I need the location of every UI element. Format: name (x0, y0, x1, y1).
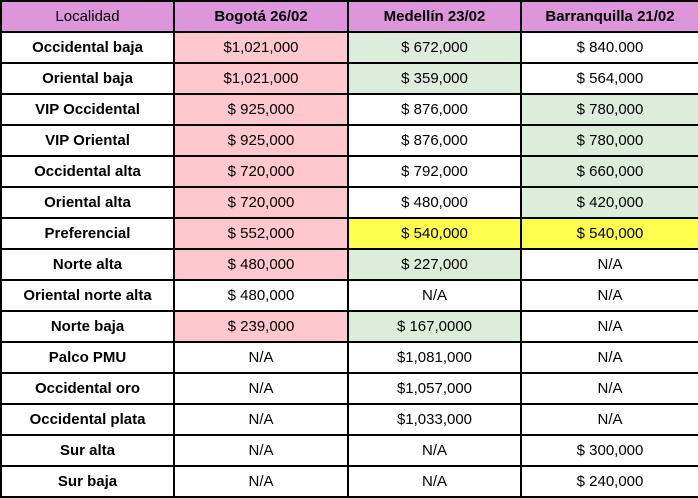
price-cell-barranquilla: $ 540,000 (520, 217, 698, 250)
price-cell-medellin: $ 792,000 (347, 155, 522, 188)
price-cell-barranquilla: $ 300,000 (520, 434, 698, 467)
price-cell-medellin: $1,033,000 (347, 403, 522, 436)
locality-cell: Sur baja (0, 465, 175, 498)
price-cell-barranquilla: $ 840.000 (520, 31, 698, 64)
table-row: Oriental baja $1,021,000 $ 359,000 $ 564… (0, 62, 698, 95)
table-row: Occidental baja $1,021,000 $ 672,000 $ 8… (0, 31, 698, 64)
price-cell-barranquilla: N/A (520, 372, 698, 405)
price-cell-barranquilla: $ 240,000 (520, 465, 698, 498)
price-cell-barranquilla: N/A (520, 341, 698, 374)
price-cell-bogota: N/A (173, 341, 349, 374)
price-cell-medellin: $ 672,000 (347, 31, 522, 64)
locality-cell: VIP Oriental (0, 124, 175, 157)
price-cell-bogota: $ 925,000 (173, 124, 349, 157)
price-cell-medellin: N/A (347, 465, 522, 498)
price-cell-medellin: $ 167,0000 (347, 310, 522, 343)
price-cell-bogota: N/A (173, 465, 349, 498)
price-cell-bogota: N/A (173, 372, 349, 405)
table-row: Occidental oro N/A $1,057,000 N/A (0, 372, 698, 405)
price-cell-bogota: $ 480,000 (173, 279, 349, 312)
price-cell-medellin: $1,057,000 (347, 372, 522, 405)
locality-cell: Oriental alta (0, 186, 175, 219)
price-cell-medellin: $ 359,000 (347, 62, 522, 95)
table-row: Occidental plata N/A $1,033,000 N/A (0, 403, 698, 436)
price-cell-bogota: $ 239,000 (173, 310, 349, 343)
locality-cell: Sur alta (0, 434, 175, 467)
table-row: Palco PMU N/A $1,081,000 N/A (0, 341, 698, 374)
locality-cell: Oriental norte alta (0, 279, 175, 312)
locality-cell: Occidental oro (0, 372, 175, 405)
column-header-localidad: Localidad (0, 0, 175, 33)
price-cell-medellin: $1,081,000 (347, 341, 522, 374)
table-row: VIP Oriental $ 925,000 $ 876,000 $ 780,0… (0, 124, 698, 157)
column-header-bogota: Bogotá 26/02 (173, 0, 349, 33)
price-cell-bogota: N/A (173, 403, 349, 436)
price-cell-medellin: $ 480,000 (347, 186, 522, 219)
price-cell-barranquilla: N/A (520, 310, 698, 343)
price-cell-medellin: N/A (347, 434, 522, 467)
locality-cell: Occidental alta (0, 155, 175, 188)
price-cell-bogota: $ 925,000 (173, 93, 349, 126)
price-cell-barranquilla: $ 660,000 (520, 155, 698, 188)
price-cell-barranquilla: $ 420,000 (520, 186, 698, 219)
locality-cell: Oriental baja (0, 62, 175, 95)
price-cell-medellin: $ 876,000 (347, 124, 522, 157)
price-cell-bogota: $ 720,000 (173, 186, 349, 219)
table-header-row: Localidad Bogotá 26/02 Medellín 23/02 Ba… (0, 0, 698, 33)
price-cell-barranquilla: $ 564,000 (520, 62, 698, 95)
table-row: Oriental norte alta $ 480,000 N/A N/A (0, 279, 698, 312)
table-row: VIP Occidental $ 925,000 $ 876,000 $ 780… (0, 93, 698, 126)
price-cell-medellin: $ 876,000 (347, 93, 522, 126)
locality-cell: Norte baja (0, 310, 175, 343)
table-row: Sur alta N/A N/A $ 300,000 (0, 434, 698, 467)
price-cell-bogota: $ 480,000 (173, 248, 349, 281)
locality-cell: Palco PMU (0, 341, 175, 374)
price-cell-bogota: $ 552,000 (173, 217, 349, 250)
locality-cell: Occidental baja (0, 31, 175, 64)
locality-cell: Preferencial (0, 217, 175, 250)
price-cell-barranquilla: N/A (520, 248, 698, 281)
price-cell-barranquilla: N/A (520, 403, 698, 436)
table-row: Occidental alta $ 720,000 $ 792,000 $ 66… (0, 155, 698, 188)
locality-cell: VIP Occidental (0, 93, 175, 126)
locality-cell: Occidental plata (0, 403, 175, 436)
table-row: Norte baja $ 239,000 $ 167,0000 N/A (0, 310, 698, 343)
price-cell-barranquilla: $ 780,000 (520, 124, 698, 157)
price-cell-barranquilla: N/A (520, 279, 698, 312)
price-cell-barranquilla: $ 780,000 (520, 93, 698, 126)
price-cell-medellin: $ 540,000 (347, 217, 522, 250)
table-row: Preferencial $ 552,000 $ 540,000 $ 540,0… (0, 217, 698, 250)
price-cell-bogota: N/A (173, 434, 349, 467)
column-header-barranquilla: Barranquilla 21/02 (520, 0, 698, 33)
column-header-medellin: Medellín 23/02 (347, 0, 522, 33)
price-cell-medellin: $ 227,000 (347, 248, 522, 281)
price-cell-medellin: N/A (347, 279, 522, 312)
table-row: Oriental alta $ 720,000 $ 480,000 $ 420,… (0, 186, 698, 219)
locality-cell: Norte alta (0, 248, 175, 281)
price-cell-bogota: $1,021,000 (173, 31, 349, 64)
table-row: Norte alta $ 480,000 $ 227,000 N/A (0, 248, 698, 281)
price-cell-bogota: $1,021,000 (173, 62, 349, 95)
price-cell-bogota: $ 720,000 (173, 155, 349, 188)
table-row: Sur baja N/A N/A $ 240,000 (0, 465, 698, 498)
